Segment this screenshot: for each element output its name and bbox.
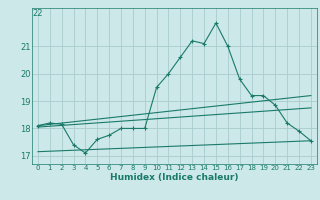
Text: 22: 22 xyxy=(32,9,43,18)
X-axis label: Humidex (Indice chaleur): Humidex (Indice chaleur) xyxy=(110,173,239,182)
